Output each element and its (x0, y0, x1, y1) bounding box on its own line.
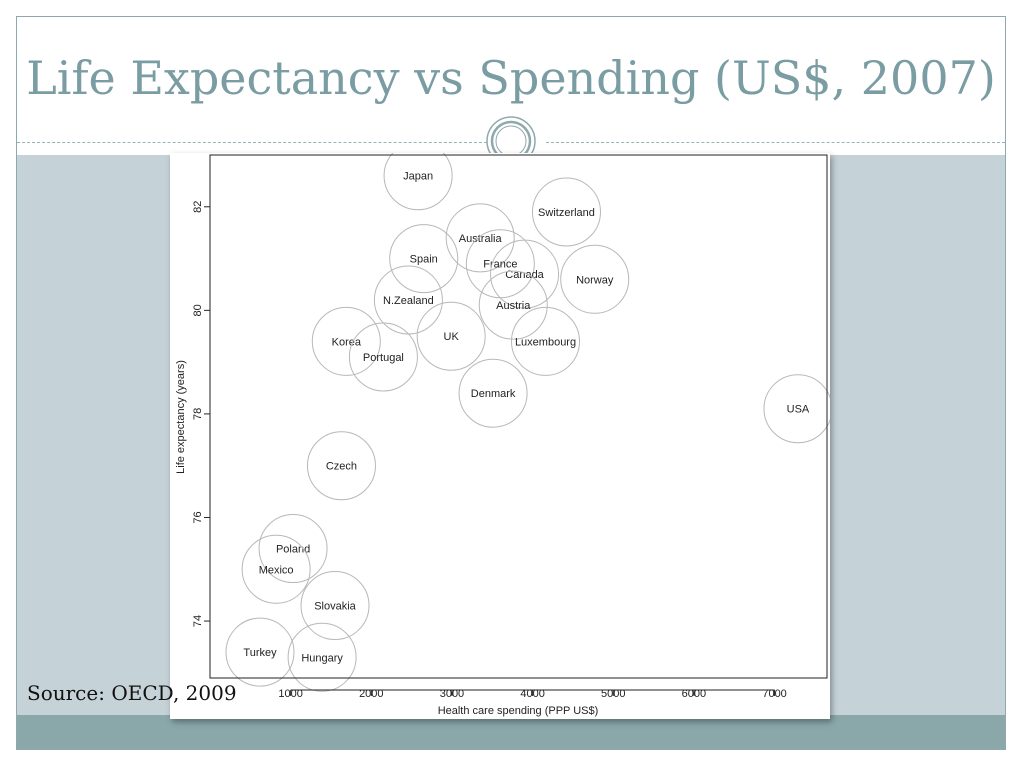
bubble-label: Australia (459, 233, 503, 245)
x-tick-label: 7000 (762, 688, 786, 700)
bubble-czech: Czech (306, 431, 376, 501)
footer-band (17, 715, 1005, 749)
x-tick-label: 3000 (440, 688, 464, 700)
bubble-norway: Norway (560, 244, 630, 314)
bubble-label: Hungary (301, 652, 343, 664)
bubble-label: Turkey (243, 647, 277, 659)
bubble-australia: Australia (445, 203, 515, 273)
bubble-canada: Canada (490, 239, 560, 309)
bubble-circle (311, 306, 381, 376)
bubble-circle (458, 358, 528, 428)
bubble-label: France (483, 259, 517, 271)
x-tick-label: 4000 (520, 688, 544, 700)
bubble-label: Denmark (471, 388, 516, 400)
bubble-japan: Japan (383, 153, 453, 211)
bubble-label: Czech (326, 461, 357, 473)
y-tick-label: 82 (192, 201, 204, 213)
bubble-circle (560, 244, 630, 314)
title-divider-left (17, 142, 487, 143)
x-tick-label: 1000 (278, 688, 302, 700)
bubble-circle (511, 306, 581, 376)
bubble-uk: UK (416, 301, 486, 371)
bubble-circle (416, 301, 486, 371)
bubble-n-zealand: N.Zealand (373, 265, 443, 335)
bubble-circle (225, 617, 295, 687)
x-tick-label: 5000 (601, 688, 625, 700)
bubble-circle (348, 322, 418, 392)
bubble-luxembourg: Luxembourg (511, 306, 581, 376)
bubble-label: Mexico (259, 564, 294, 576)
bubble-label: Poland (276, 544, 310, 556)
bubble-circle (763, 374, 830, 444)
bubble-label: Switzerland (538, 207, 595, 219)
y-axis: 74 76 78 80 82 (192, 201, 211, 627)
y-tick-label: 74 (192, 615, 204, 627)
y-tick-label: 80 (192, 304, 204, 316)
bubble-circle (306, 431, 376, 501)
y-tick-label: 76 (192, 511, 204, 523)
bubble-circle (241, 534, 311, 604)
bubble-label: Luxembourg (515, 336, 576, 348)
bubble-turkey: Turkey (225, 617, 295, 687)
bubble-austria: Austria (478, 270, 548, 340)
slide-title: Life Expectancy vs Spending (US$, 2007) (26, 51, 996, 105)
x-tick-label: 2000 (359, 688, 383, 700)
bubble-circle (490, 239, 560, 309)
bubble-circle (389, 224, 459, 294)
bubble-label: Korea (332, 336, 362, 348)
bubble-slovakia: Slovakia (300, 571, 370, 641)
y-tick-label: 78 (192, 408, 204, 420)
bubble-chart: Japan Switzerland Australia Spain FranceCana… (175, 153, 830, 717)
y-axis-label: Life expectancy (years) (175, 360, 187, 474)
bubble-portugal: Portugal (348, 322, 418, 392)
bubble-hungary: Hungary (287, 622, 357, 692)
x-tick-label: 6000 (682, 688, 706, 700)
bubble-label: Norway (576, 274, 614, 286)
bubble-circle (478, 270, 548, 340)
chart-card: Japan Switzerland Australia Spain France Cana… (170, 153, 830, 719)
x-axis: 1000 2000 3000 4000 5000 6000 7000 (278, 688, 786, 700)
bubble-circle (258, 514, 328, 584)
bubble-label: Portugal (363, 352, 404, 364)
source-note: Source: OECD, 2009 (27, 681, 237, 705)
bubble-circle (287, 622, 357, 692)
bubble-mexico: Mexico (241, 534, 311, 604)
bubble-label: Japan (403, 171, 433, 183)
bubble-label: Spain (410, 254, 438, 266)
bubble-label: Austria (496, 300, 531, 312)
bubble-label: USA (787, 404, 810, 416)
bubble-label: N.Zealand (383, 295, 434, 307)
bubble-label: Slovakia (314, 601, 356, 613)
x-axis-label: Health care spending (PPP US$) (438, 705, 599, 717)
bubble-switzerland: Switzerland (531, 177, 601, 247)
bubble-circle (445, 203, 515, 273)
bubble-layer: Japan Switzerland Australia Spain FranceCana… (225, 153, 830, 692)
bubble-spain: Spain (389, 224, 459, 294)
bubble-usa: USA (763, 374, 830, 444)
bubble-denmark: Denmark (458, 358, 528, 428)
bubble-korea: Korea (311, 306, 381, 376)
bubble-label: Canada (505, 269, 544, 281)
title-divider-right (546, 142, 1005, 143)
bubble-label: UK (444, 331, 460, 343)
bubble-circle (531, 177, 601, 247)
bubble-circle (300, 571, 370, 641)
bubble-circle (383, 153, 453, 211)
